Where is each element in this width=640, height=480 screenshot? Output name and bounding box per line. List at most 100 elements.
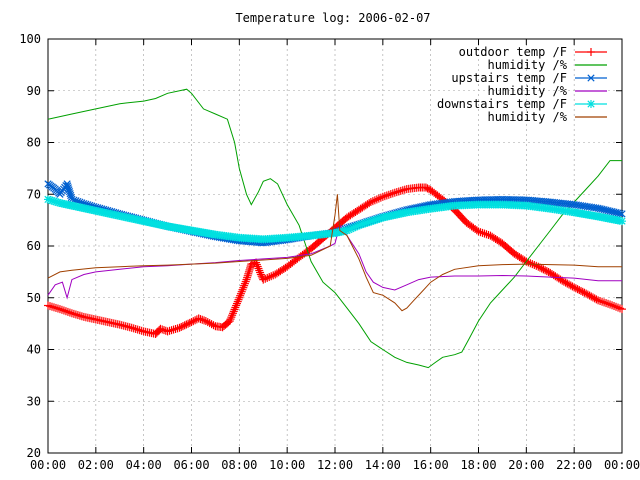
data-point: [49, 303, 58, 312]
data-point: [239, 283, 248, 292]
y-tick-label: 80: [27, 136, 41, 150]
data-point: [71, 310, 80, 319]
x-tick-label: 10:00: [269, 458, 305, 472]
data-point: [61, 307, 70, 316]
data-point: [542, 267, 551, 276]
data-point: [256, 270, 265, 279]
x-tick-label: 08:00: [221, 458, 257, 472]
data-point: [398, 186, 407, 195]
data-point: [236, 289, 245, 298]
data-point: [396, 186, 405, 195]
data-point: [73, 311, 82, 320]
data-point: [570, 283, 579, 292]
x-tick-label: 22:00: [556, 458, 592, 472]
data-point: [156, 324, 165, 333]
data-point: [225, 317, 234, 326]
data-point: [269, 271, 278, 280]
data-point: [388, 189, 397, 198]
data-point: [537, 264, 546, 273]
x-tick-label: 12:00: [317, 458, 353, 472]
y-tick-label: 30: [27, 394, 41, 408]
x-tick-label: 14:00: [365, 458, 401, 472]
data-point: [241, 277, 250, 286]
data-point: [573, 285, 582, 294]
data-point: [129, 324, 138, 333]
series-5: [47, 194, 622, 312]
data-point: [265, 273, 274, 282]
data-point: [365, 199, 374, 208]
data-point: [392, 188, 401, 197]
data-point: [259, 275, 268, 284]
data-point: [228, 311, 237, 320]
y-tick-label: 60: [27, 239, 41, 253]
legend-label: humidity /%: [488, 84, 568, 98]
data-point: [261, 274, 270, 283]
data-point: [590, 294, 599, 303]
data-point: [604, 299, 613, 308]
data-point: [63, 307, 72, 316]
data-point: [45, 302, 54, 311]
data-point: [571, 284, 580, 293]
x-tick-label: 04:00: [126, 458, 162, 472]
data-point: [240, 281, 249, 290]
legend-label: humidity /%: [488, 110, 568, 124]
x-tick-label: 18:00: [460, 458, 496, 472]
data-point: [616, 304, 625, 313]
data-point: [482, 230, 491, 239]
data-point: [184, 319, 193, 328]
data-point: [137, 326, 146, 335]
data-point: [598, 297, 607, 306]
data-point: [77, 312, 86, 321]
data-point: [536, 263, 544, 272]
data-point: [563, 279, 572, 288]
data-point: [182, 320, 191, 329]
data-point: [173, 324, 182, 333]
data-point: [588, 293, 597, 302]
axes: 00:00 02:00 04:00 06:00 08:00 10:00 12:00 14:00…: [19, 32, 640, 472]
data-point: [167, 326, 176, 335]
data-point: [175, 323, 184, 332]
data-point: [616, 209, 624, 218]
data-point: [618, 217, 626, 226]
series-line: [47, 194, 622, 312]
data-point: [230, 305, 239, 314]
data-point: [256, 268, 265, 277]
data-point: [374, 194, 383, 203]
data-point: [227, 313, 236, 322]
data-point: [578, 287, 587, 296]
data-point: [394, 187, 403, 196]
data-point: [226, 315, 235, 324]
data-point: [370, 196, 379, 205]
data-point: [233, 297, 242, 306]
data-point: [165, 326, 174, 335]
data-point: [229, 307, 238, 316]
data-point: [580, 288, 589, 297]
legend-label: downstairs temp /F: [437, 97, 567, 111]
data-point: [253, 262, 262, 271]
data-point: [65, 308, 74, 317]
data-point: [171, 324, 180, 333]
data-point: [133, 325, 142, 334]
data-point: [267, 272, 276, 281]
data-point: [566, 281, 575, 290]
y-tick-label: 50: [27, 291, 41, 305]
data-point: [255, 266, 264, 275]
data-point: [231, 303, 240, 312]
data-point: [228, 309, 237, 318]
data-point: [400, 185, 409, 194]
data-point: [163, 327, 172, 336]
series-4: [44, 195, 626, 244]
x-tick-label: 00:00: [30, 458, 66, 472]
data-point: [476, 228, 485, 237]
x-tick-label: 02:00: [78, 458, 114, 472]
x-tick-label: 20:00: [508, 458, 544, 472]
data-point: [565, 280, 574, 289]
data-point: [67, 309, 76, 318]
data-point: [366, 198, 375, 207]
data-point: [236, 291, 245, 300]
data-point: [59, 306, 68, 315]
data-point: [587, 100, 595, 108]
plot-series: [44, 88, 626, 369]
data-point: [561, 278, 570, 287]
data-point: [541, 266, 550, 275]
